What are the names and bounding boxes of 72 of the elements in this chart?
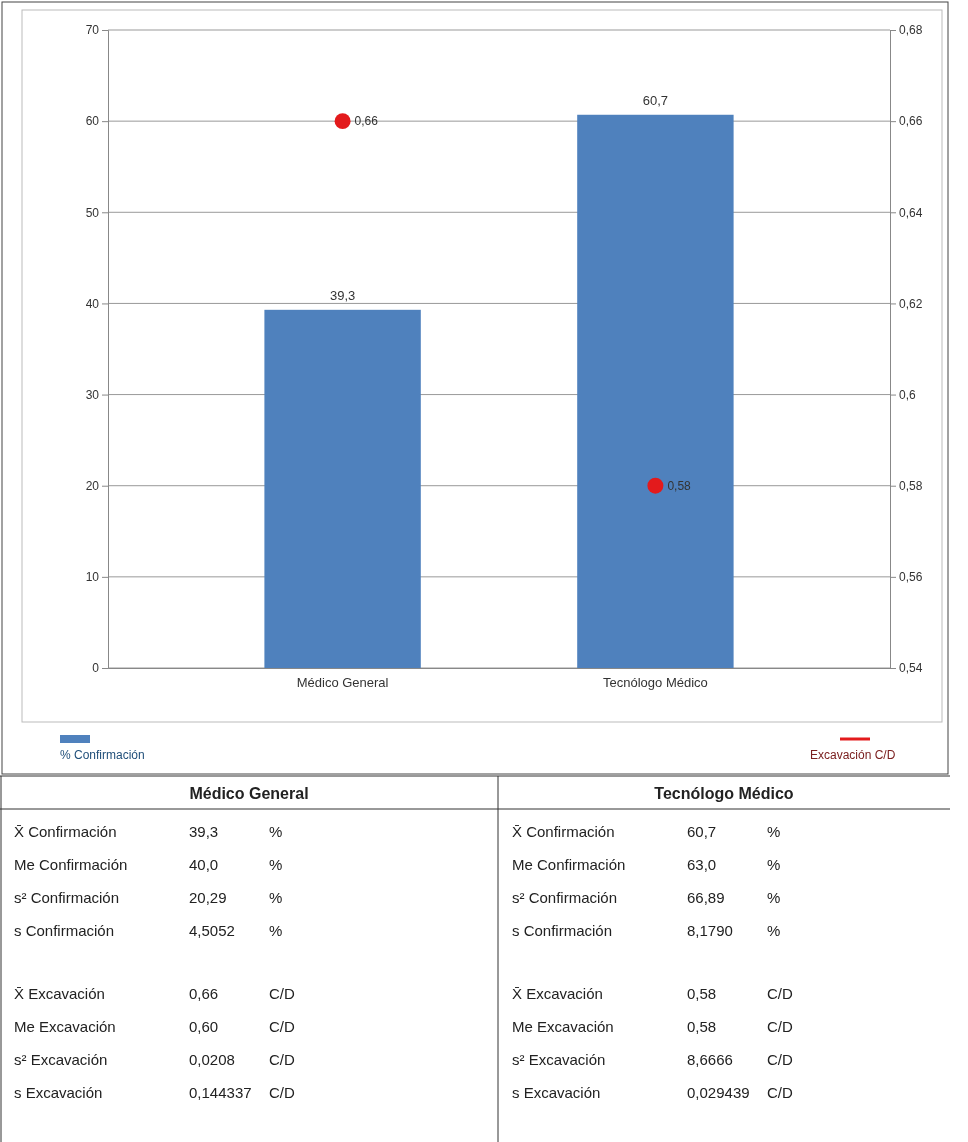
y2-tick-label: 0,68	[899, 23, 923, 38]
data-label: 39,3	[329, 287, 356, 303]
text: 4,5052	[189, 922, 235, 939]
text: 0,66	[189, 985, 219, 1002]
text: s² Confirmación	[512, 889, 618, 906]
y-tick-label: 50	[85, 205, 100, 220]
y-tick-label: 30	[85, 387, 100, 402]
y2-tick-label: 0,6	[899, 387, 917, 402]
y-tick-label: 10	[85, 570, 100, 585]
y2-tick-label: 0,66	[899, 114, 923, 129]
text: 8,1790	[687, 922, 733, 939]
text: Me Confirmación	[14, 856, 128, 873]
text: %	[269, 922, 283, 939]
text: C/D	[767, 985, 793, 1002]
legend-label: % Confirmación	[60, 748, 145, 762]
data-label: 60,7	[642, 92, 669, 108]
text: %	[767, 823, 781, 840]
text: X̄ Excavación	[14, 985, 105, 1002]
text: %	[767, 922, 781, 939]
text: %	[767, 856, 781, 873]
text: 39,3	[189, 823, 219, 840]
text: s Excavación	[14, 1084, 103, 1101]
text: C/D	[767, 1051, 793, 1068]
y2-tick-label: 0,62	[899, 296, 923, 311]
text: Me Excavación	[14, 1018, 116, 1035]
text: s Confirmación	[512, 922, 613, 939]
text: Tecnólogo Médico	[654, 785, 794, 802]
text: C/D	[269, 985, 295, 1002]
y-tick-label: 0	[92, 661, 100, 676]
text: 66,89	[687, 889, 725, 906]
text: %	[269, 889, 283, 906]
text: C/D	[269, 1051, 295, 1068]
text: Médico General	[189, 785, 309, 802]
y-tick-label: 70	[85, 23, 100, 38]
text: C/D	[269, 1084, 295, 1101]
text: s Excavación	[512, 1084, 601, 1101]
text: %	[269, 823, 283, 840]
data-label: 0,66	[354, 114, 379, 129]
text: s Confirmación	[14, 922, 115, 939]
y2-tick-label: 0,58	[899, 479, 923, 494]
text: C/D	[767, 1084, 793, 1101]
y-tick-label: 20	[85, 479, 100, 494]
text: 0,60	[189, 1018, 219, 1035]
text: 0,58	[687, 1018, 717, 1035]
text: 0,144337	[189, 1084, 252, 1101]
text: X̄ Confirmación	[14, 823, 117, 840]
text: C/D	[269, 1018, 295, 1035]
text: 0,58	[687, 985, 717, 1002]
text: Me Excavación	[512, 1018, 614, 1035]
text: s² Excavación	[14, 1051, 108, 1068]
text: %	[767, 889, 781, 906]
y-tick-label: 60	[85, 114, 100, 129]
text: 40,0	[189, 856, 219, 873]
text: X̄ Excavación	[512, 985, 603, 1002]
text: 60,7	[687, 823, 717, 840]
text: %	[269, 856, 283, 873]
y2-tick-label: 0,54	[899, 661, 923, 676]
y-tick-label: 40	[85, 296, 100, 311]
text: 0,029439	[687, 1084, 750, 1101]
data-label: 0,58	[667, 478, 692, 493]
text: X̄ Confirmación	[512, 823, 615, 840]
text: 0,0208	[189, 1051, 235, 1068]
text: Me Confirmación	[512, 856, 626, 873]
legend-label: Excavación C/D	[810, 748, 896, 762]
text: C/D	[767, 1018, 793, 1035]
text: 63,0	[687, 856, 717, 873]
text: s² Excavación	[512, 1051, 606, 1068]
y2-tick-label: 0,64	[899, 205, 923, 220]
y2-tick-label: 0,56	[899, 570, 923, 585]
text: s² Confirmación	[14, 889, 120, 906]
text: 8,6666	[687, 1051, 733, 1068]
text: 20,29	[189, 889, 227, 906]
